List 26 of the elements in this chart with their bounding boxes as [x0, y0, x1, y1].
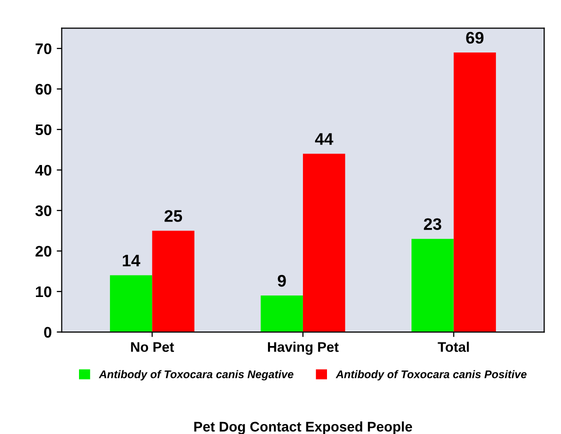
y-tick-label: 70 [36, 43, 52, 54]
x-axis-title: Pet Dog Contact Exposed People [194, 421, 412, 434]
bar [260, 296, 303, 332]
bar [411, 238, 454, 332]
legend-label: Antibody of Toxocara canis Positive [336, 370, 527, 380]
y-tick-label: 30 [35, 205, 52, 216]
bar [152, 230, 194, 332]
y-tick-label: 40 [35, 164, 52, 176]
x-tick-label: No Pet [131, 342, 174, 352]
data-label: 9 [278, 274, 286, 287]
data-label: 69 [466, 32, 484, 44]
y-tick-label: 50 [35, 124, 52, 136]
data-label: 44 [315, 133, 334, 145]
y-tick-label: 10 [36, 286, 52, 298]
data-label: 14 [122, 254, 140, 266]
y-tick-label: 20 [36, 246, 52, 257]
bar [454, 52, 496, 332]
x-tick-label: Having Pet [268, 342, 339, 355]
y-tick-label: 0 [44, 326, 52, 338]
data-label: 23 [424, 218, 442, 230]
legend-label: Antibody of Toxocara canis Negative [98, 370, 294, 380]
data-label: 25 [164, 210, 182, 222]
bar [302, 154, 346, 332]
bar [110, 275, 152, 332]
y-tick-label: 60 [36, 84, 52, 95]
x-tick-label: Total [438, 342, 469, 352]
